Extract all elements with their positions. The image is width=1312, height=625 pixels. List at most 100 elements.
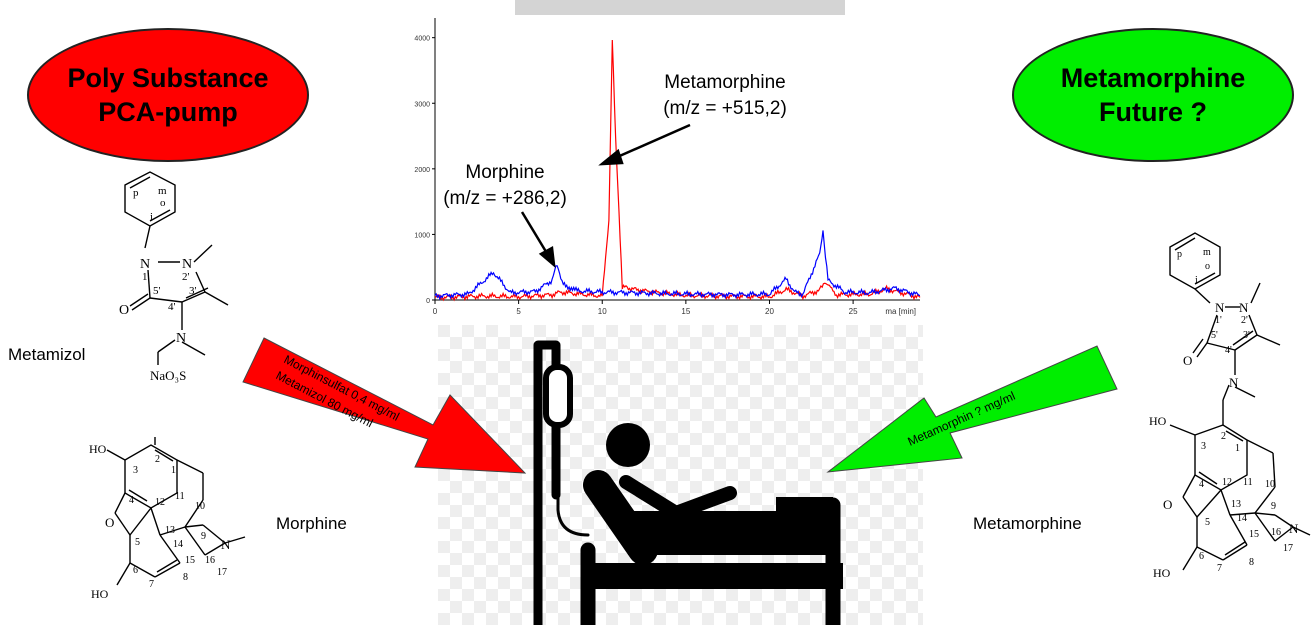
series-line-1 (434, 230, 921, 301)
meta-c7: 7 (1217, 563, 1222, 574)
metamorphine-peak-mz: (m/z = +515,2) (663, 98, 787, 119)
atom-n2: N (182, 257, 192, 272)
x-tick-label: 20 (765, 307, 774, 316)
meta-c11: 11 (1243, 477, 1253, 488)
meta-atom-n1: N (1215, 300, 1225, 315)
chart-axes (434, 18, 920, 301)
metamorphine-structure: p m o i N N 1' 2' 3' 5' 4' O N HO HO O N… (1149, 232, 1311, 580)
label-4p: 4' (168, 301, 176, 313)
meta-c1: 1 (1235, 443, 1240, 454)
meta-c5: 5 (1205, 517, 1210, 528)
future-question-title: Future ? (1099, 97, 1207, 127)
poly-substance-title: Poly Substance (67, 63, 269, 93)
x-tick-label: 5 (516, 307, 521, 316)
morphine-c14: 14 (173, 539, 183, 550)
label-5p: 5' (153, 285, 161, 297)
meta-label-3p: 3' (1243, 330, 1250, 341)
chart-ticks: 0 5 10 15 20 25 ma [min] 0 1000 2000 3000 4000 (414, 36, 916, 316)
metamorphine-peak-name: Metamorphine (664, 72, 786, 93)
naO3S-label: NaO₃S (150, 368, 186, 383)
metamorphine-future-title: Metamorphine (1060, 63, 1246, 93)
morphine-structure: HO HO O N 2 1 3 4 11 12 10 13 14 9 5 15 … (89, 437, 246, 601)
chromatogram-chart: 0 5 10 15 20 25 ma [min] 0 1000 2000 3000 4000 (414, 18, 921, 316)
label-1p: 1' (142, 271, 150, 283)
chart-header-box (515, 0, 845, 15)
meta-atom-m: m (1203, 247, 1211, 258)
meta-atom-p: p (1177, 249, 1182, 260)
morphine-c11: 11 (175, 491, 185, 502)
atom-n1: N (140, 257, 150, 272)
meta-atom-o: o (1205, 261, 1210, 272)
meta-ho-top: HO (1149, 414, 1167, 428)
metamorphine-label: Metamorphine (973, 514, 1082, 533)
meta-c12: 12 (1222, 477, 1232, 488)
morphine-c17: 17 (217, 567, 227, 578)
meta-c8: 8 (1249, 557, 1254, 568)
morphine-peak-label: Morphine (m/z = +286,2) (440, 160, 570, 212)
meta-c4: 4 (1199, 479, 1204, 490)
x-tick-label: 25 (849, 307, 858, 316)
morphine-o-bridge: O (105, 515, 114, 530)
meta-label-2p: 2' (1241, 315, 1248, 326)
morphine-ho-bottom: HO (91, 587, 109, 601)
y-tick-label: 4000 (414, 36, 430, 43)
green-arrow (826, 345, 1118, 473)
red-arrow (242, 337, 527, 474)
x-tick-label: 10 (598, 307, 607, 316)
morphine-c8: 8 (183, 572, 188, 583)
meta-atom-n-amine: N (1229, 375, 1239, 390)
atom-m: m (158, 185, 167, 197)
morphine-c2: 2 (155, 454, 160, 465)
x-axis-unit: ma [min] (885, 307, 916, 316)
meta-c9: 9 (1271, 501, 1276, 512)
meta-atom-n2: N (1239, 300, 1249, 315)
meta-c10: 10 (1265, 479, 1275, 490)
y-tick-label: 2000 (414, 167, 430, 174)
morphine-peak-mz: (m/z = +286,2) (443, 188, 567, 209)
x-tick-label: 0 (433, 307, 438, 316)
y-tick-label: 1000 (414, 232, 430, 239)
metamizol-label: Metamizol (8, 345, 86, 364)
meta-c15: 15 (1249, 529, 1259, 540)
atom-i: i (150, 211, 153, 223)
morphine-peak-name: Morphine (465, 162, 545, 183)
meta-c2: 2 (1221, 431, 1226, 442)
meta-c3: 3 (1201, 441, 1206, 452)
atom-p: p (133, 187, 139, 199)
morphine-c5: 5 (135, 537, 140, 548)
morphine-c12: 12 (155, 497, 165, 508)
morphine-c4: 4 (129, 495, 134, 506)
atom-o: o (160, 197, 166, 209)
morphine-ho-top: HO (89, 442, 107, 456)
peak-pointer-arrows (520, 123, 691, 269)
morphine-c10: 10 (195, 501, 205, 512)
patient-scene (438, 325, 923, 625)
meta-atom-i: i (1195, 275, 1198, 286)
meta-ho-bottom: HO (1153, 566, 1171, 580)
meta-c14: 14 (1237, 513, 1247, 524)
meta-c16: 16 (1271, 527, 1281, 538)
metamorphine-peak-label: Metamorphine (m/z = +515,2) (640, 70, 810, 122)
metamorphine-future-ellipse: Metamorphine Future ? (1012, 28, 1294, 162)
morphine-c1: 1 (171, 465, 176, 476)
morphine-c15: 15 (185, 555, 195, 566)
atom-n-amine: N (176, 331, 186, 346)
meta-c17: 17 (1283, 543, 1293, 554)
meta-n: N (1289, 521, 1299, 536)
morphine-c6: 6 (133, 565, 138, 576)
morphine-c7: 7 (149, 579, 154, 590)
atom-o-keto: O (119, 303, 129, 318)
y-tick-label: 0 (426, 298, 430, 305)
y-tick-label: 3000 (414, 101, 430, 108)
morphine-c13: 13 (165, 525, 175, 536)
label-3p: 3' (189, 285, 197, 297)
pca-pump-title: PCA-pump (98, 97, 238, 127)
morphine-n: N (221, 537, 231, 552)
metamizol-structure: p m o i N N 1' 2' 3' 5' 4' O N NaO₃S (119, 171, 229, 383)
meta-label-4p: 4' (1225, 345, 1232, 356)
label-2p: 2' (182, 271, 190, 283)
morphine-c3: 3 (133, 465, 138, 476)
meta-label-5p: 5' (1211, 330, 1218, 341)
meta-atom-o-keto: O (1183, 353, 1192, 368)
